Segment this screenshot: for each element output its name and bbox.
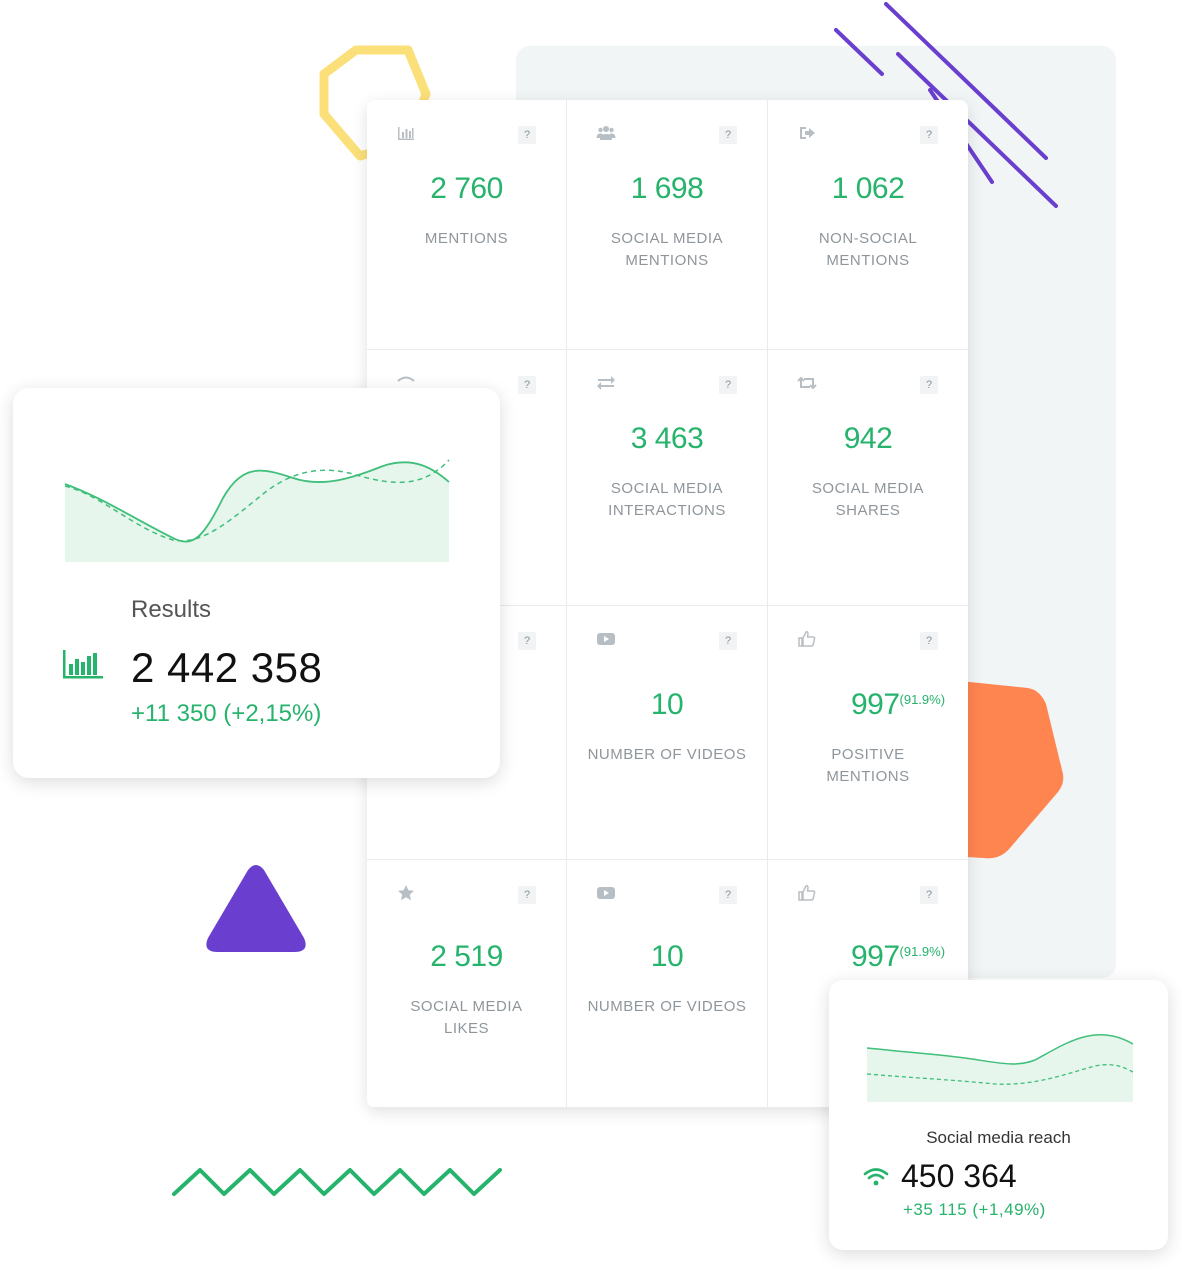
metric-label: SOCIAL MEDIA SHARES [811,480,925,519]
metric-label: SOCIAL MEDIA INTERACTIONS [608,480,726,519]
help-button[interactable]: ? [518,886,536,904]
metric-value: 1 698 [630,172,704,205]
thumbs-up-icon [796,882,818,904]
zigzag-decoration [172,1168,502,1196]
star-icon [395,882,417,904]
metric-value: 10 [650,688,684,721]
metric-value: 3 463 [630,422,704,455]
metric-label: NON-SOCIAL MENTIONS [818,230,918,269]
bar-chart-icon [395,122,417,144]
results-title: Results [131,596,212,623]
help-button[interactable]: ? [719,376,737,394]
metric-value: 997(91.9%) [850,940,946,973]
wifi-icon [395,372,417,394]
help-button[interactable]: ? [719,632,737,650]
help-button[interactable]: ? [518,376,536,394]
youtube-icon [595,882,617,904]
lines-decoration [834,2,1058,208]
metric-card: ? 997(91.9%) POSITIVE MENTIONS [768,606,968,860]
metric-card: ? 2 519 SOCIAL MEDIA LIKES [367,860,567,1108]
help-button[interactable]: ? [920,632,938,650]
exchange-icon [595,372,617,394]
sign-in-icon [796,122,818,144]
results-value: 2 442 358 [131,644,323,691]
reach-title: Social media reach [926,1128,1071,1147]
reach-change: +35 115 (+1,49%) [903,1200,1046,1219]
help-button[interactable]: ? [920,126,938,144]
results-change: +11 350 (+2,15%) [131,700,322,727]
metric-card: ? 942 SOCIAL MEDIA SHARES [768,350,968,606]
results-card: Results 2 442 358 +11 350 (+2,15%) [13,388,500,778]
metric-card: ? 10 NUMBER OF VIDEOS [567,860,768,1108]
metric-card: ? 3 463 SOCIAL MEDIA INTERACTIONS [567,350,768,606]
metric-value: 942 [843,422,893,455]
metric-label: SOCIAL MEDIA LIKES [410,998,523,1037]
results-sparkline [64,459,450,562]
youtube-icon [595,628,617,650]
wifi-icon [863,1168,889,1186]
reach-value: 450 364 [901,1158,1017,1194]
metric-value: 2 760 [430,172,503,205]
metric-label: NUMBER OF VIDEOS [587,746,747,763]
metric-value: 997(91.9%) [850,688,946,721]
bar-chart-icon [63,650,103,679]
metric-value: 1 062 [831,172,905,205]
triangle-decoration [206,865,306,952]
metric-value: 10 [650,940,684,973]
metric-card: ? 2 760 MENTIONS [367,100,567,350]
metric-card: ? 1 698 SOCIAL MEDIA MENTIONS [567,100,768,350]
metric-label: MENTIONS [424,230,509,247]
metric-card: ? 10 NUMBER OF VIDEOS [567,606,768,860]
metric-card: ? 1 062 NON-SOCIAL MENTIONS [768,100,968,350]
metric-label: SOCIAL MEDIA MENTIONS [610,230,724,269]
thumbs-up-icon [796,628,818,650]
help-button[interactable]: ? [518,126,536,144]
metric-value: 2 519 [430,940,503,973]
help-button[interactable]: ? [518,632,536,650]
help-button[interactable]: ? [719,886,737,904]
metric-label: NUMBER OF VIDEOS [587,998,747,1015]
reach-card: Social media reach 450 364 +35 115 (+1,4… [829,980,1168,1250]
metric-label: POSITIVE MENTIONS [826,746,910,785]
help-button[interactable]: ? [920,886,938,904]
pentagon-decoration [950,680,1064,859]
help-button[interactable]: ? [719,126,737,144]
reach-sparkline [866,1034,1134,1102]
retweet-icon [796,372,818,394]
users-icon [595,122,617,144]
help-button[interactable]: ? [920,376,938,394]
